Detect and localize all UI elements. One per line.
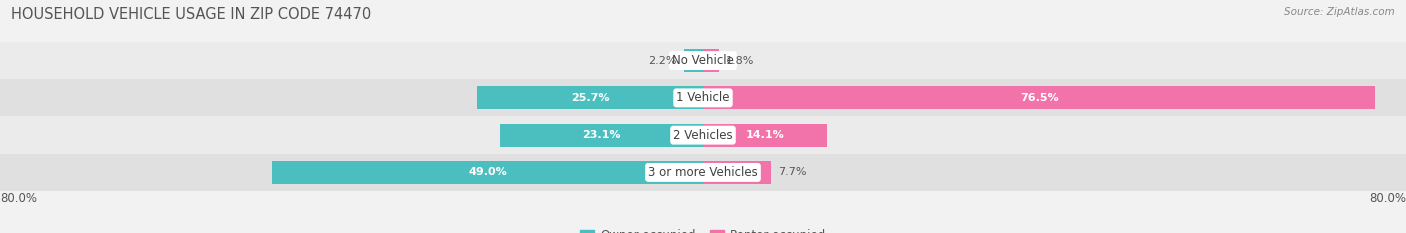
Text: HOUSEHOLD VEHICLE USAGE IN ZIP CODE 74470: HOUSEHOLD VEHICLE USAGE IN ZIP CODE 7447… bbox=[11, 7, 371, 22]
Text: 1 Vehicle: 1 Vehicle bbox=[676, 91, 730, 104]
Bar bbox=[501, 123, 703, 147]
Text: 2 Vehicles: 2 Vehicles bbox=[673, 129, 733, 142]
Text: 49.0%: 49.0% bbox=[468, 168, 508, 177]
Legend: Owner-occupied, Renter-occupied: Owner-occupied, Renter-occupied bbox=[579, 229, 827, 233]
Bar bbox=[703, 161, 770, 184]
Text: 25.7%: 25.7% bbox=[571, 93, 609, 103]
Text: Source: ZipAtlas.com: Source: ZipAtlas.com bbox=[1284, 7, 1395, 17]
Text: 76.5%: 76.5% bbox=[1019, 93, 1059, 103]
Text: No Vehicle: No Vehicle bbox=[672, 54, 734, 67]
Text: 14.1%: 14.1% bbox=[745, 130, 785, 140]
Bar bbox=[683, 49, 703, 72]
Text: 80.0%: 80.0% bbox=[1369, 192, 1406, 205]
Bar bbox=[0, 154, 1406, 191]
Bar bbox=[0, 42, 1406, 79]
Bar bbox=[703, 123, 827, 147]
Bar bbox=[0, 79, 1406, 116]
Text: 1.8%: 1.8% bbox=[725, 56, 754, 65]
Bar bbox=[273, 161, 703, 184]
Bar bbox=[0, 116, 1406, 154]
Text: 2.2%: 2.2% bbox=[648, 56, 676, 65]
Text: 3 or more Vehicles: 3 or more Vehicles bbox=[648, 166, 758, 179]
Bar bbox=[477, 86, 703, 110]
Text: 7.7%: 7.7% bbox=[778, 168, 806, 177]
Bar bbox=[703, 86, 1375, 110]
Bar bbox=[703, 49, 718, 72]
Text: 80.0%: 80.0% bbox=[0, 192, 37, 205]
Text: 23.1%: 23.1% bbox=[582, 130, 621, 140]
